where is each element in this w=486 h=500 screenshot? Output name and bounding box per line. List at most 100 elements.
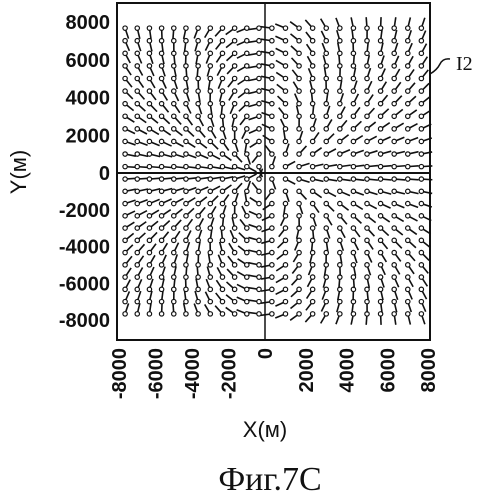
field-vector-origin [257, 263, 261, 267]
field-vector-origin [257, 164, 261, 168]
field-vector-origin [324, 299, 328, 303]
field-vector-origin [365, 177, 369, 181]
field-vector-origin [123, 64, 127, 68]
x-tick-label: -6000 [146, 348, 168, 399]
field-vector-origin [270, 312, 274, 316]
field-vector-origin [232, 39, 236, 43]
field-vector-origin [208, 139, 212, 143]
field-vector-origin [184, 201, 188, 205]
field-vector-origin [310, 152, 314, 156]
field-vector-origin [208, 127, 212, 131]
field-vector-origin [297, 312, 301, 316]
field-vector-origin [159, 152, 163, 156]
field-vector-origin [208, 76, 212, 80]
y-tick-label: -6000 [59, 273, 110, 295]
field-vector-origin [419, 287, 423, 291]
field-vector-origin [297, 114, 301, 118]
field-vector-origin [147, 164, 151, 168]
field-vector-origin [297, 39, 301, 43]
field-vector-origin [270, 250, 274, 254]
field-vector-origin [338, 164, 342, 168]
field-vector-origin [232, 201, 236, 205]
field-vector-origin [406, 114, 410, 118]
y-tick-label: 6000 [66, 50, 111, 72]
field-vector-origin [147, 299, 151, 303]
field-vector-origin [297, 201, 301, 205]
field-vector-origin [338, 238, 342, 242]
field-vector-origin [184, 214, 188, 218]
field-vector-origin [147, 101, 151, 105]
field-vector-origin [208, 226, 212, 230]
field-vector-origin [257, 214, 261, 218]
field-vector-origin [123, 263, 127, 267]
field-vector-origin [232, 312, 236, 316]
field-vector-origin [184, 275, 188, 279]
field-vector-origin [135, 238, 139, 242]
field-vector-origin [208, 177, 212, 181]
field-vector-origin [123, 238, 127, 242]
field-vector-origin [392, 214, 396, 218]
field-vector-origin [172, 201, 176, 205]
field-vector-origin [208, 189, 212, 193]
field-vector-origin [159, 164, 163, 168]
field-vector-origin [208, 214, 212, 218]
x-tick-label: 4000 [337, 348, 359, 393]
field-vector-origin [378, 201, 382, 205]
reference-leader [430, 59, 450, 74]
field-vector-origin [283, 201, 287, 205]
field-vector-origin [338, 39, 342, 43]
field-vector-origin [406, 275, 410, 279]
field-vector-origin [123, 250, 127, 254]
field-vector-origin [283, 312, 287, 316]
field-vector-origin [297, 287, 301, 291]
field-vector-origin [310, 101, 314, 105]
field-vector-origin [351, 101, 355, 105]
field-vector-origin [220, 164, 224, 168]
field-vector-origin [324, 51, 328, 55]
field-vector-origin [270, 89, 274, 93]
field-vector-origin [378, 127, 382, 131]
field-vector-origin [232, 214, 236, 218]
field-vector-origin [257, 238, 261, 242]
field-vector-origin [351, 89, 355, 93]
field-vector-origin [419, 177, 423, 181]
field-vector-origin [365, 39, 369, 43]
field-vector-origin [270, 214, 274, 218]
field-vector-origin [257, 287, 261, 291]
field-vector-origin [338, 26, 342, 30]
field-vector-origin [338, 201, 342, 205]
field-vector-origin [220, 51, 224, 55]
field-vector-origin [365, 226, 369, 230]
field-vector-origin [196, 164, 200, 168]
field-vector-origin [365, 101, 369, 105]
field-vector-origin [297, 152, 301, 156]
field-vector-origin [257, 114, 261, 118]
field-vector-origin [208, 287, 212, 291]
field-vector-origin [245, 89, 249, 93]
field-vector-origin [257, 139, 261, 143]
field-vector-origin [196, 312, 200, 316]
field-vector-origin [257, 76, 261, 80]
field-vector-origin [338, 64, 342, 68]
field-vector-origin [208, 39, 212, 43]
field-vector-origin [283, 238, 287, 242]
field-vector-origin [232, 164, 236, 168]
field-vector-origin [208, 275, 212, 279]
field-vector-origin [135, 127, 139, 131]
field-vector-origin [297, 263, 301, 267]
field-vector-origin [123, 201, 127, 205]
field-vector-origin [196, 26, 200, 30]
field-vector-origin [270, 39, 274, 43]
field-vector-origin [297, 164, 301, 168]
field-vector-origin [270, 164, 274, 168]
field-vector-origin [196, 226, 200, 230]
field-vector-origin [283, 275, 287, 279]
field-vector-origin [220, 312, 224, 316]
field-vector-origin [338, 189, 342, 193]
field-vector-origin [232, 299, 236, 303]
field-vector-origin [220, 39, 224, 43]
field-vector-origin [147, 89, 151, 93]
field-vector-origin [351, 238, 355, 242]
field-vector-origin [351, 127, 355, 131]
field-vector-origin [419, 214, 423, 218]
